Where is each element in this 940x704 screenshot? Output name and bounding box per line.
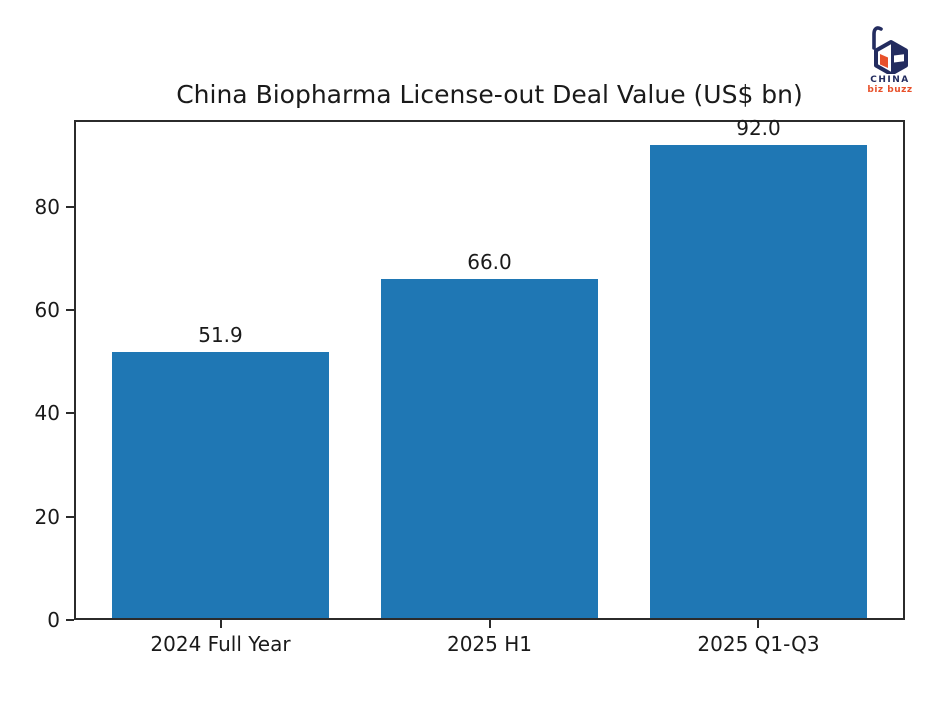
y-tick-label: 60 xyxy=(34,298,60,323)
logo-text-bizbuzz: biz buzz xyxy=(867,85,913,95)
y-tick-mark xyxy=(66,205,74,208)
y-tick-mark xyxy=(66,309,74,312)
y-tick-mark xyxy=(66,412,74,415)
x-tick-mark xyxy=(488,620,491,628)
x-tick-label: 2025 H1 xyxy=(446,632,533,656)
y-tick-label: 40 xyxy=(34,401,60,426)
x-tick-label: 2025 Q1-Q3 xyxy=(697,632,820,656)
chinabizbuzz-logo: CHINA biz buzz xyxy=(858,26,922,95)
chinabizbuzz-logo-mark-icon xyxy=(872,26,908,74)
logo-text-china: CHINA xyxy=(870,75,910,85)
plot-area xyxy=(74,120,905,620)
chart-title: China Biopharma License-out Deal Value (… xyxy=(176,80,803,109)
y-tick-mark xyxy=(66,619,74,621)
y-tick-mark xyxy=(66,515,74,518)
y-tick-label: 20 xyxy=(34,504,60,529)
x-tick-mark xyxy=(757,620,760,628)
y-tick-label: 0 xyxy=(47,608,60,632)
x-tick-label: 2024 Full Year xyxy=(150,632,291,656)
y-tick-label: 80 xyxy=(34,194,60,219)
x-tick-mark xyxy=(219,620,222,628)
